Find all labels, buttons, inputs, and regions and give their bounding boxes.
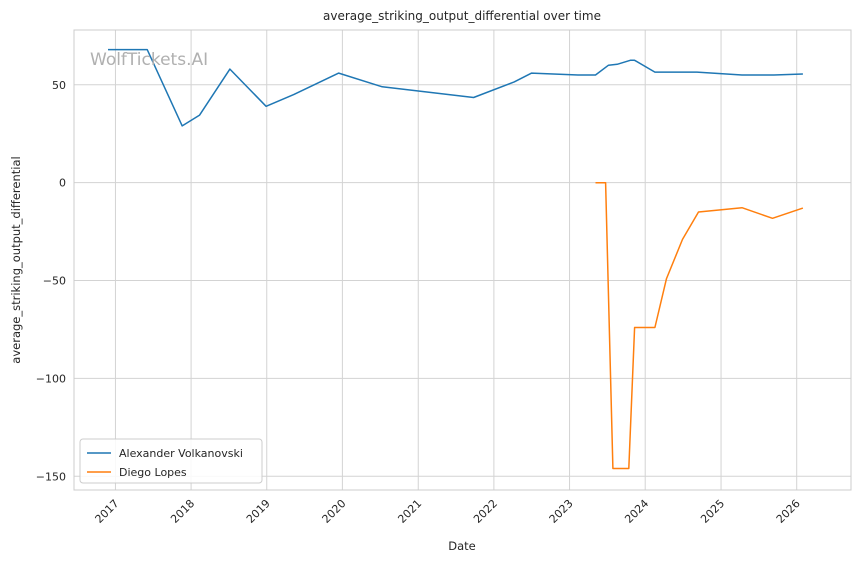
x-axis-ticks: 2017 2018 2019 2020 2021 2022 2023 2024 2025 2026 [93, 497, 803, 526]
legend-box [79, 438, 263, 484]
legend: Alexander Volkanovski Diego Lopes [79, 438, 263, 484]
y-tick-label: −100 [36, 372, 66, 385]
y-axis-label: average_striking_output_differential [9, 156, 23, 363]
x-tick-label: 2026 [774, 497, 803, 526]
series-layer [108, 48, 804, 470]
x-tick-label: 2022 [471, 497, 500, 526]
plot-frame [73, 29, 852, 491]
y-axis-ticks: 50 0 −50 −100 −150 [36, 79, 66, 483]
x-axis-label: Date [448, 539, 476, 553]
series-line-1 [108, 48, 803, 127]
x-tick-label: 2023 [547, 497, 576, 526]
y-tick-label: −150 [36, 470, 66, 483]
y-tick-label: 50 [52, 79, 66, 92]
x-tick-label: 2020 [320, 497, 349, 526]
x-tick-label: 2019 [244, 497, 273, 526]
x-tick-label: 2024 [622, 497, 651, 526]
plot-area [73, 29, 852, 491]
legend-label-1: Alexander Volkanovski [119, 447, 243, 460]
series-line-2 [595, 181, 804, 470]
chart-title: average_striking_output_differential ove… [323, 9, 601, 23]
gridlines [74, 30, 851, 490]
legend-label-2: Diego Lopes [119, 466, 187, 479]
x-tick-label: 2025 [698, 497, 727, 526]
y-tick-label: 0 [59, 177, 66, 190]
x-tick-label: 2017 [93, 497, 122, 526]
watermark-text: WolfTickets.AI [90, 50, 208, 70]
y-tick-label: −50 [43, 275, 66, 288]
x-tick-label: 2018 [168, 497, 197, 526]
x-tick-label: 2021 [395, 497, 424, 526]
